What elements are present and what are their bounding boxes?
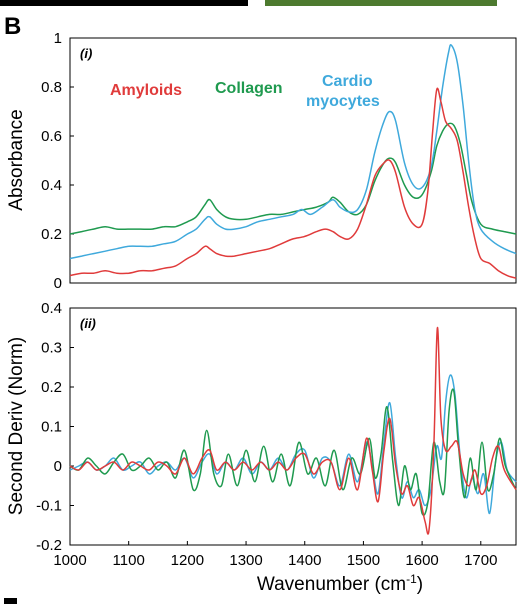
legend-amyloids: Amyloids bbox=[110, 82, 182, 99]
y-tick-label: 0.2 bbox=[41, 379, 62, 396]
series-line-amyloids bbox=[69, 87, 517, 279]
panel-ii-frame bbox=[69, 307, 517, 546]
x-tick-label: 1400 bbox=[288, 552, 321, 569]
y-tick-label: 0.8 bbox=[41, 79, 62, 96]
x-tick-label: 1100 bbox=[113, 552, 145, 569]
x-axis-label: Wavenumber (cm-1) bbox=[257, 572, 423, 595]
y-tick-label: 0.2 bbox=[41, 226, 62, 243]
panel-i-ylabel: Absorbance bbox=[6, 109, 27, 210]
x-axis-label-main: Wavenumber (cm bbox=[257, 574, 406, 595]
y-tick-label: -0.1 bbox=[36, 498, 62, 515]
y-tick-label: 0.6 bbox=[41, 128, 62, 145]
series-line-amyloids bbox=[69, 327, 517, 535]
panel-letter: B bbox=[4, 13, 21, 40]
series-line-collagen bbox=[69, 388, 517, 516]
y-tick-label: 0 bbox=[54, 458, 62, 475]
legend-cardio: Cardio bbox=[322, 73, 373, 90]
series-line-collagen bbox=[69, 122, 517, 235]
panel-ii-tag: (ii) bbox=[80, 316, 96, 331]
x-tick-label: 1200 bbox=[171, 552, 204, 569]
panel-ii-yticks: 0.4 0.3 0.2 0.1 0 -0.1 -0.2 bbox=[36, 300, 74, 554]
x-tick-label: 1500 bbox=[347, 552, 380, 569]
y-tick-label: 0.4 bbox=[41, 177, 62, 194]
bottom-cropped-mark bbox=[4, 598, 17, 604]
legend-myocytes: myocytes bbox=[306, 93, 380, 110]
y-tick-label: 0.3 bbox=[41, 340, 62, 357]
series-line-cardio-myocytes bbox=[69, 44, 517, 260]
top-bar-black bbox=[0, 0, 248, 6]
y-tick-label: 0.4 bbox=[41, 300, 62, 317]
top-bar-green bbox=[265, 0, 497, 6]
panel-i-tag: (i) bbox=[80, 46, 92, 61]
x-axis-label-end: ) bbox=[417, 574, 423, 595]
panel-ii-series bbox=[69, 327, 517, 535]
y-tick-label: 0.1 bbox=[41, 419, 62, 436]
panel-ii-ylabel: Second Deriv (Norm) bbox=[6, 337, 27, 515]
x-axis-label-sup: -1 bbox=[406, 572, 417, 586]
x-tick-label: 1000 bbox=[53, 552, 86, 569]
panel-i-frame bbox=[69, 37, 517, 284]
x-tick-label: 1700 bbox=[464, 552, 497, 569]
y-tick-label: 1 bbox=[54, 30, 62, 47]
y-tick-label: -0.2 bbox=[36, 537, 62, 554]
x-tick-label: 1600 bbox=[405, 552, 438, 569]
series-line-cardio-myocytes bbox=[69, 374, 517, 515]
y-tick-label: 0 bbox=[54, 275, 62, 292]
panel-i-series bbox=[69, 44, 517, 279]
legend-collagen: Collagen bbox=[215, 80, 283, 97]
x-tick-label: 1300 bbox=[229, 552, 262, 569]
panel-ii-xticks: 1000 1100 1200 1300 1400 1500 1600 1700 bbox=[53, 541, 497, 569]
panel-i-yticks: 1 0.8 0.6 0.4 0.2 0 bbox=[41, 30, 74, 292]
